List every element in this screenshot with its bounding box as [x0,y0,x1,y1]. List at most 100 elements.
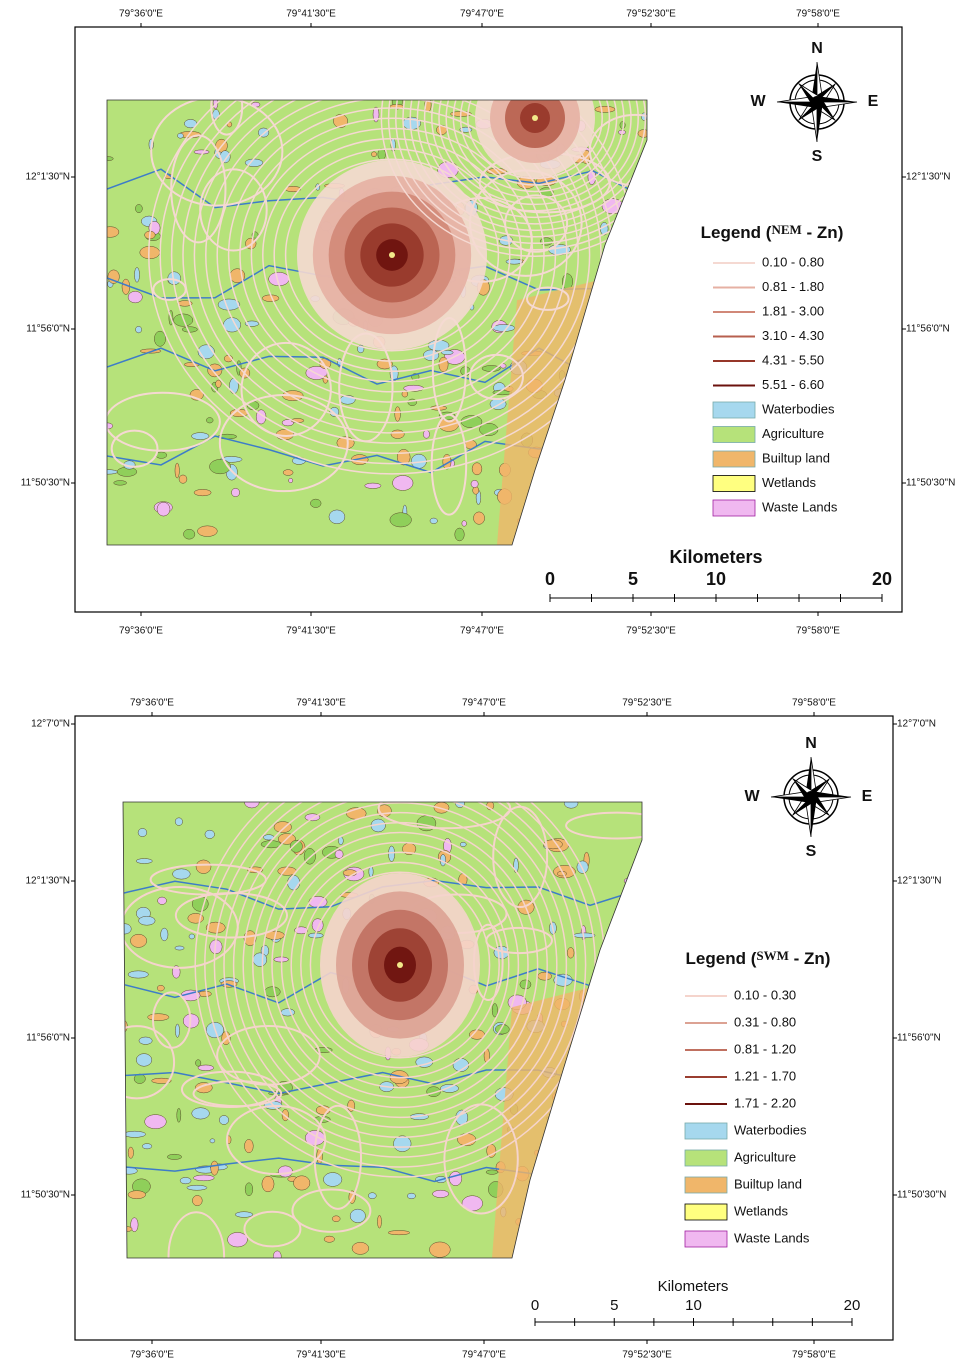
land-patch [193,1175,214,1181]
longitude-label: 79°36'0"E [119,626,163,637]
compass-s: S [812,148,823,165]
compass-n: N [805,735,817,752]
land-patch [145,1115,167,1129]
land-patch [559,1242,565,1246]
land-patch [388,1230,409,1234]
land-patch [572,522,581,528]
land-patch [289,478,293,482]
land-patch [407,1193,415,1199]
land-patch [612,1114,632,1122]
land-patch [633,1114,645,1119]
land-patch [595,106,615,112]
latitude-label: 11°56'0"N [26,324,70,335]
land-patch [590,297,607,307]
land-patch [332,1216,340,1222]
land-patch [157,502,170,516]
land-patch [567,947,574,958]
land-patch [136,1054,152,1067]
land-patch [631,535,646,549]
latitude-label: 12°7'0"N [31,719,70,730]
map-area [99,753,668,1300]
land-patch [335,850,343,858]
longitude-label: 79°52'30"E [626,626,676,637]
latitude-label: 11°50'30"N [897,1190,946,1201]
land-patch [228,1232,248,1247]
legend-season: NEM [771,222,801,237]
land-patch [638,946,645,954]
compass-n: N [811,40,823,57]
contour-line [576,424,696,527]
land-patch [323,1173,342,1187]
land-patch [574,1189,581,1201]
land-patch [588,438,601,449]
land-patch [584,1247,594,1253]
land-patch [536,1161,558,1166]
map-figure: 79°36'0"E79°41'30"E79°47'0"E79°52'30"E79… [0,0,974,1365]
longitude-label: 79°41'30"E [296,698,346,709]
contour-line [606,984,640,1052]
land-patch [625,1154,629,1158]
land-patch [575,458,596,471]
land-patch [148,1014,169,1021]
land-patch [140,246,160,259]
land-patch [128,971,148,978]
land-patch [621,939,636,955]
latitude-label: 11°50'30"N [21,1190,70,1201]
land-patch [585,1213,589,1228]
land-patch [206,418,213,424]
land-patch [128,1191,146,1199]
land-patch [198,1065,214,1071]
land-patch [378,149,386,160]
land-patch [350,1209,365,1223]
legend-title-suffix: - Zn) [802,223,844,242]
longitude-label: 79°47'0"E [460,9,504,20]
legend-swatch [713,427,755,443]
legend-label: Agriculture [762,426,824,441]
legend-swatch [713,500,755,516]
land-patch [564,422,574,434]
land-patch [135,204,142,212]
land-patch [607,1124,625,1132]
legend-label: 1.81 - 3.00 [762,303,824,318]
land-patch [118,924,131,934]
land-patch [449,1171,462,1185]
land-patch [390,513,412,527]
legend-label: 0.10 - 0.30 [734,987,796,1002]
land-patch [114,481,127,486]
land-patch [565,378,580,388]
land-patch [175,1024,179,1037]
land-patch [626,965,637,980]
scale-title: Kilometers [669,547,762,567]
land-patch [352,1242,369,1254]
land-patch [154,331,165,346]
land-patch [440,1084,458,1092]
scale-label: 0 [545,569,555,589]
land-patch [219,1115,229,1124]
land-patch [177,1108,181,1122]
land-patch [157,985,164,991]
land-patch [264,987,280,997]
land-patch [618,1015,623,1026]
legend-label: Builtup land [734,1176,802,1191]
land-patch [430,518,437,524]
legend-title-suffix: - Zn) [789,949,831,968]
scale-label: 10 [685,1297,702,1314]
legend-title: Legend (NEM - Zn) [701,222,844,243]
land-patch [102,157,113,161]
land-patch [617,458,638,473]
legend-season: SWM [756,948,789,963]
land-patch [455,528,465,541]
legend-label: 0.81 - 1.20 [734,1041,796,1056]
scale-label: 20 [844,1297,861,1314]
latitude-label: 11°56'0"N [897,1033,941,1044]
legend-label: 4.31 - 5.50 [762,352,824,367]
land-patch [205,830,215,838]
land-patch [182,327,197,333]
legend-swatch [713,402,755,418]
land-patch [175,946,184,950]
land-patch [472,463,482,475]
legend-label: 5.51 - 6.60 [762,377,824,392]
land-patch [619,447,627,454]
land-patch [588,1005,597,1019]
